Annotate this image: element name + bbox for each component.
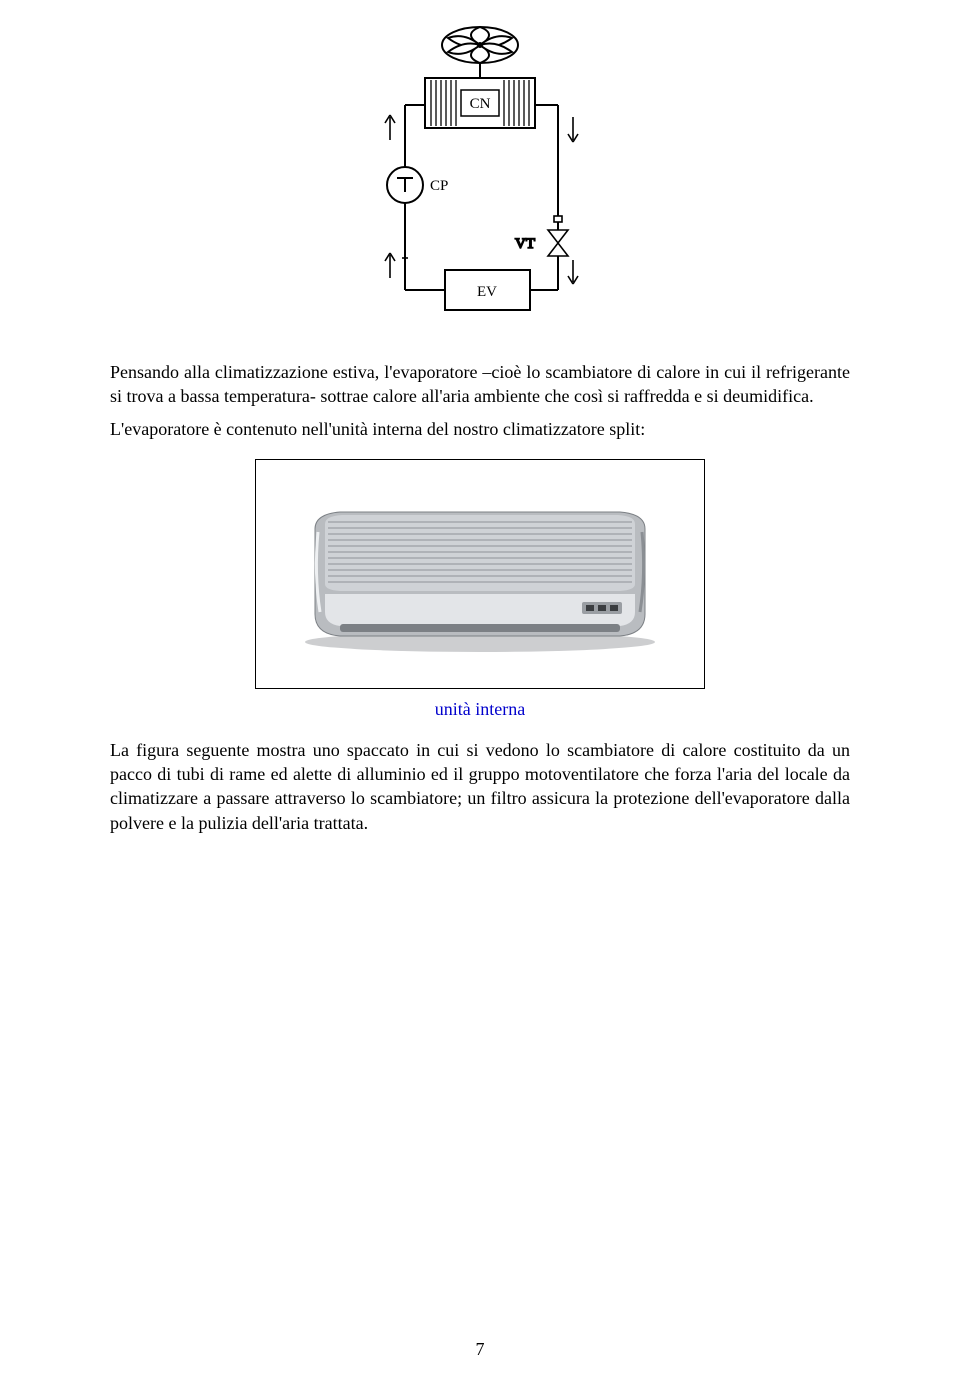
evaporator-box: EV xyxy=(445,270,530,310)
paragraph-3: La figura seguente mostra uno spaccato i… xyxy=(110,738,850,835)
condenser-box: CN xyxy=(425,78,535,128)
paragraph-1: Pensando alla climatizzazione estiva, l'… xyxy=(110,360,850,409)
circuit-svg: CN CP VT EV xyxy=(340,20,620,330)
cp-label: CP xyxy=(430,178,448,194)
compressor-icon: CP xyxy=(387,167,448,203)
photo-frame xyxy=(255,459,705,689)
paragraph-2: L'evaporatore è contenuto nell'unità int… xyxy=(110,417,850,441)
page-number: 7 xyxy=(476,1339,485,1360)
figure-caption: unità interna xyxy=(110,699,850,720)
fan-icon xyxy=(442,27,518,63)
cn-label: CN xyxy=(470,96,491,112)
vt-label: VT xyxy=(515,236,535,252)
expansion-valve-icon: VT xyxy=(515,216,568,256)
indoor-unit-figure xyxy=(110,459,850,689)
circuit-diagram: CN CP VT EV xyxy=(110,20,850,330)
indoor-unit-svg xyxy=(270,484,690,664)
ev-label: EV xyxy=(477,284,497,300)
